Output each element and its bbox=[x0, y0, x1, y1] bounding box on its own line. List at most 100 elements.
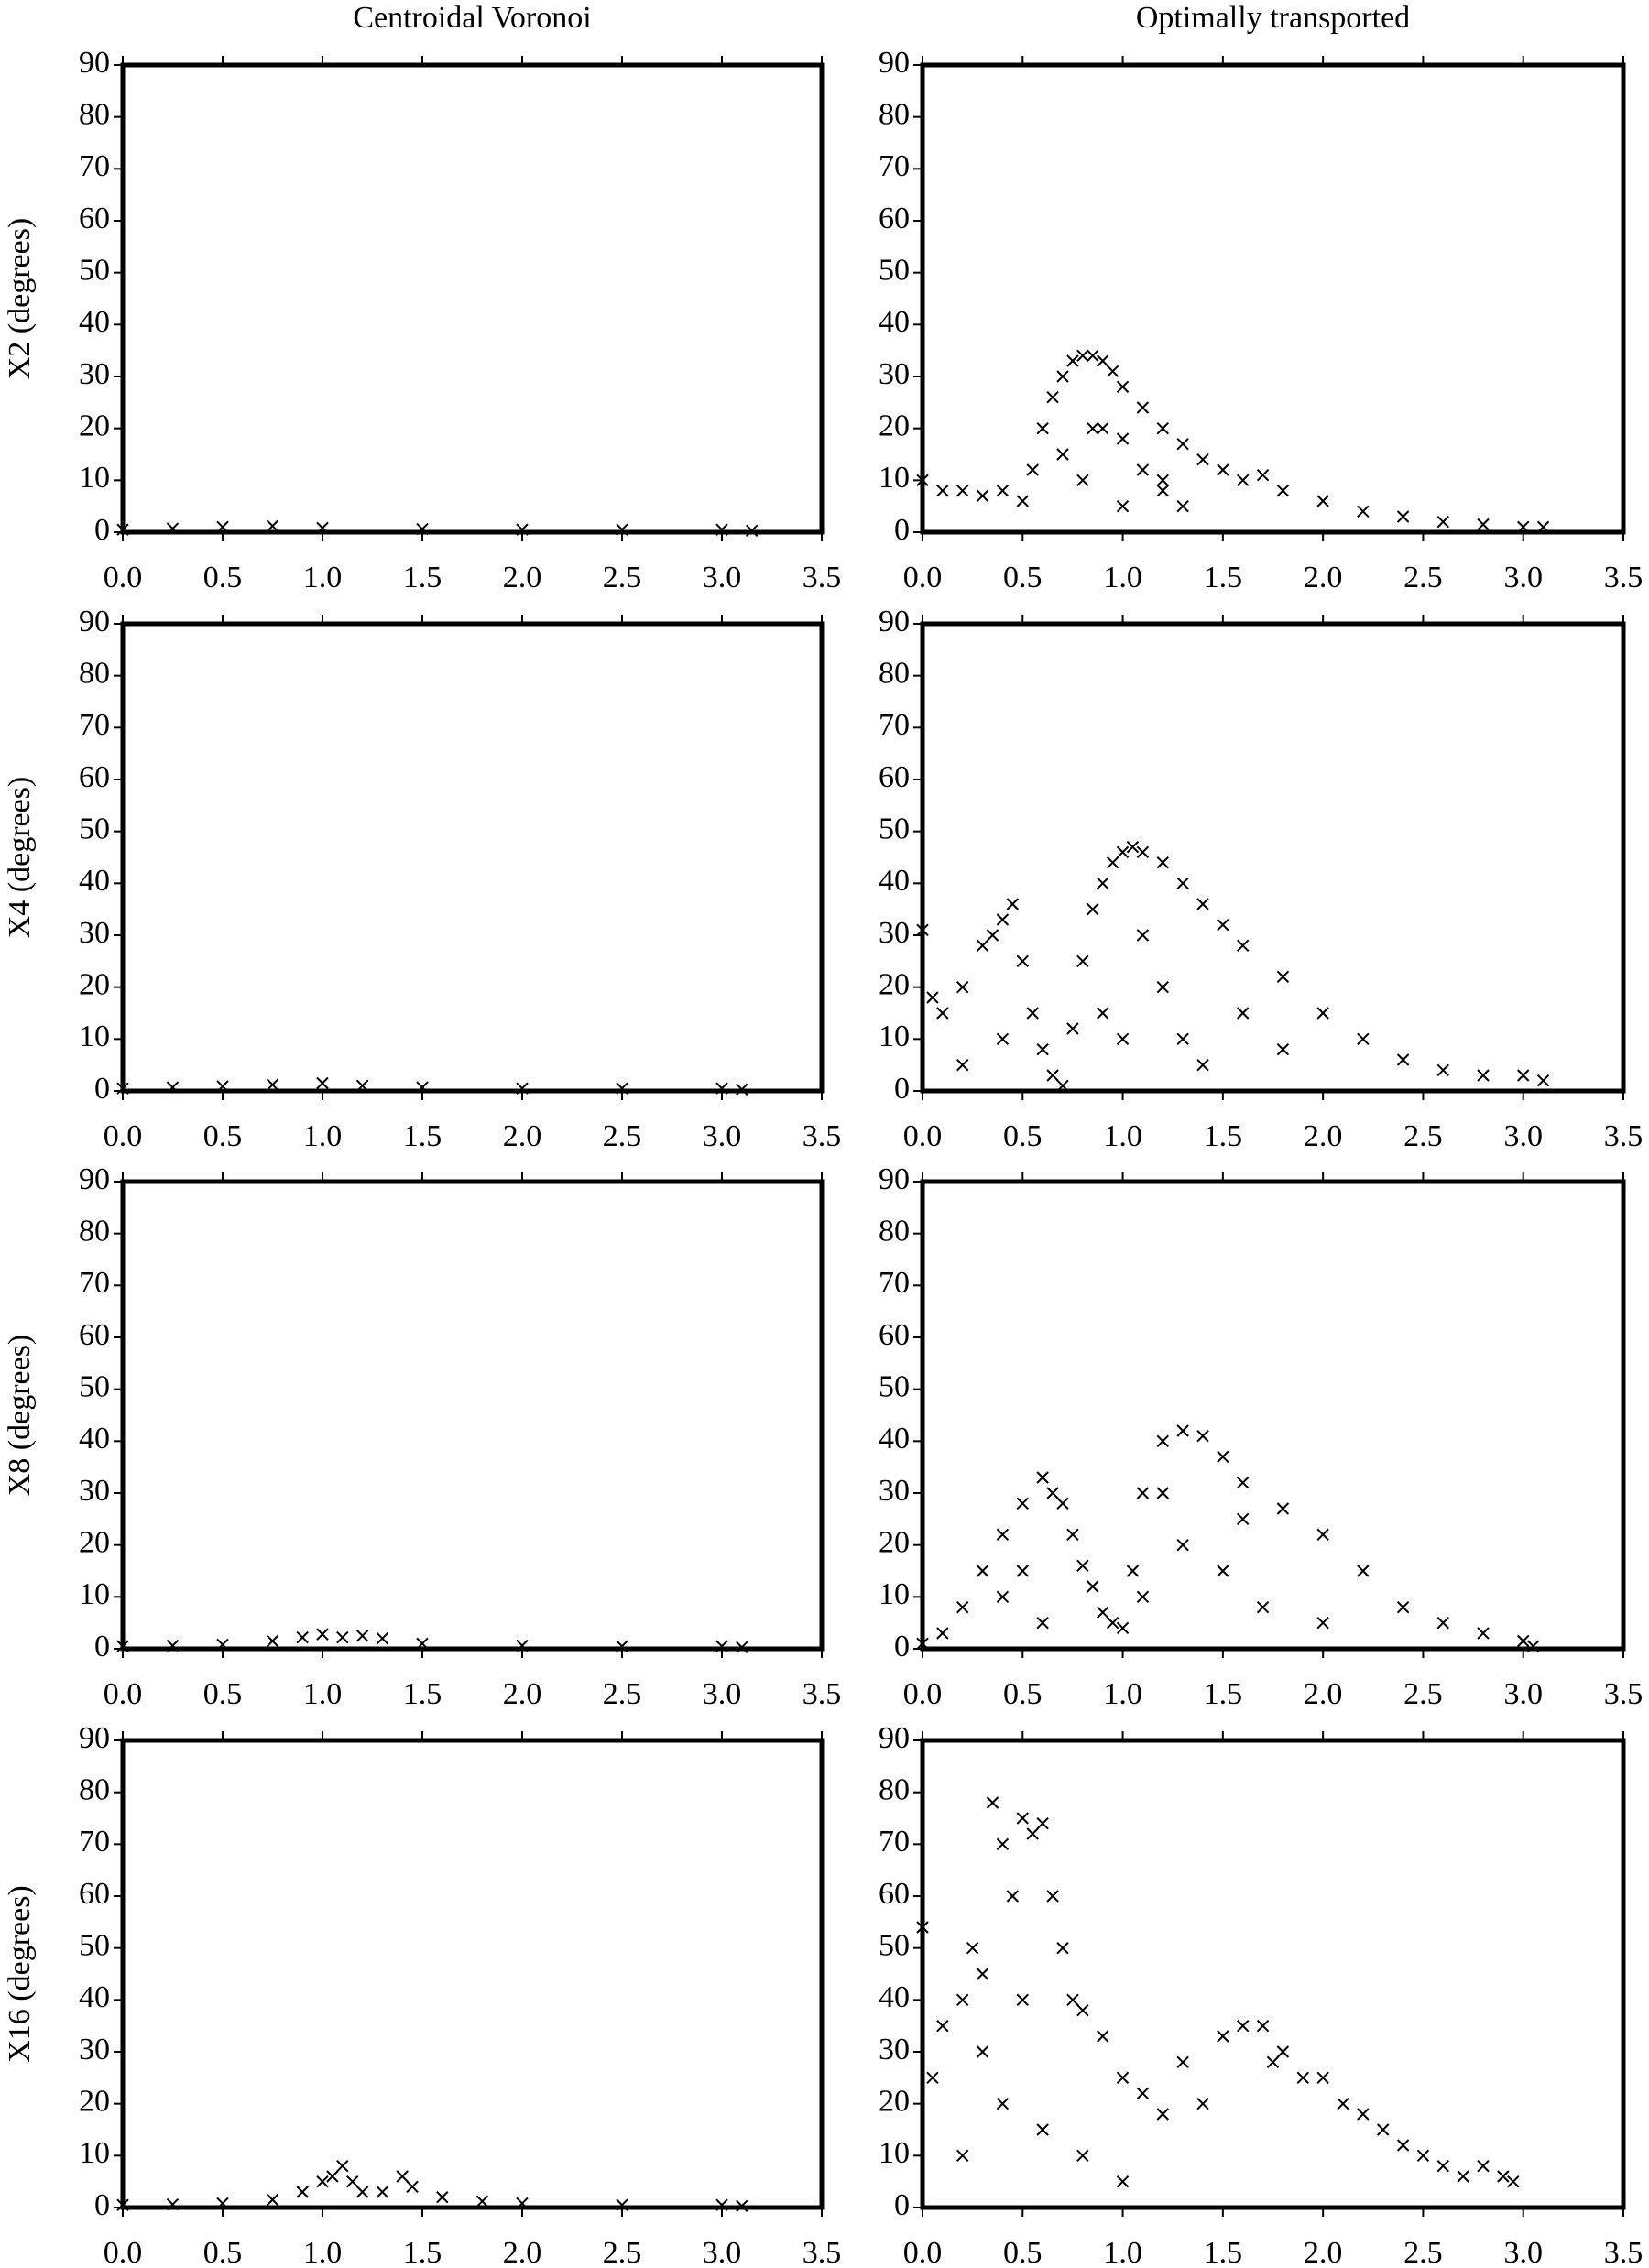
y-tick-label: 70 bbox=[79, 1825, 110, 1859]
point bbox=[956, 1600, 969, 1614]
y-tick-label: 60 bbox=[79, 202, 110, 235]
x-tick-label: 3.5 bbox=[803, 1119, 842, 1153]
point bbox=[1536, 1074, 1550, 1087]
point bbox=[266, 2193, 279, 2207]
point bbox=[1357, 2108, 1370, 2121]
point bbox=[1497, 2170, 1510, 2183]
y-tick-label: 90 bbox=[879, 1721, 910, 1755]
x-tick-label: 3.0 bbox=[703, 561, 742, 594]
point bbox=[1056, 1941, 1069, 1955]
plot-frame bbox=[120, 1179, 824, 1652]
y-axis-label: X2 (degrees) bbox=[3, 218, 37, 380]
point bbox=[1136, 1590, 1150, 1604]
point bbox=[1256, 2019, 1270, 2033]
y-axis-label: X4 (degrees) bbox=[3, 777, 37, 939]
point bbox=[1276, 1502, 1290, 1515]
point bbox=[1176, 2055, 1189, 2069]
y-tick-label: 10 bbox=[79, 2136, 110, 2170]
point bbox=[1126, 840, 1140, 854]
y-tick-label: 70 bbox=[879, 1825, 910, 1859]
point bbox=[986, 1796, 999, 1809]
plot-frame bbox=[120, 1738, 824, 2210]
point bbox=[1316, 495, 1329, 507]
point bbox=[1076, 2149, 1089, 2163]
point bbox=[1066, 1022, 1079, 1035]
point bbox=[1176, 1538, 1189, 1552]
y-tick-label: 40 bbox=[79, 1980, 110, 2014]
point bbox=[926, 2071, 939, 2085]
point bbox=[926, 991, 939, 1004]
point bbox=[436, 2190, 449, 2204]
point bbox=[1116, 1032, 1130, 1046]
y-tick-label: 60 bbox=[79, 1318, 110, 1352]
x-tick-label: 3.5 bbox=[1604, 561, 1644, 594]
y-tick-label: 30 bbox=[79, 357, 110, 391]
y-tick-label: 40 bbox=[879, 864, 910, 898]
point bbox=[1136, 2087, 1150, 2100]
point bbox=[1316, 1528, 1329, 1542]
x-tick-label: 3.5 bbox=[803, 2236, 842, 2268]
point bbox=[1087, 902, 1099, 916]
point bbox=[1436, 1616, 1449, 1630]
point bbox=[1156, 856, 1169, 869]
point bbox=[1316, 2071, 1329, 2085]
y-tick-label: 0 bbox=[94, 1072, 110, 1106]
point bbox=[976, 939, 989, 953]
point bbox=[1016, 1993, 1029, 2007]
x-tick-label: 2.0 bbox=[1304, 1677, 1343, 1711]
point bbox=[996, 913, 1010, 926]
point bbox=[1036, 1616, 1049, 1630]
y-tick-label: 90 bbox=[879, 1162, 910, 1196]
point bbox=[1056, 370, 1069, 383]
y-tick-label: 10 bbox=[879, 2136, 910, 2170]
y-tick-label: 60 bbox=[879, 1318, 910, 1352]
y-tick-label: 20 bbox=[879, 409, 910, 442]
point bbox=[1507, 2175, 1520, 2188]
point bbox=[1156, 980, 1169, 994]
y-tick-label: 80 bbox=[879, 1214, 910, 1248]
x-tick-label: 1.5 bbox=[403, 1677, 442, 1711]
point bbox=[1477, 518, 1490, 531]
point bbox=[1076, 2003, 1089, 2017]
y-tick-label: 30 bbox=[879, 916, 910, 950]
x-tick-label: 2.0 bbox=[1304, 1119, 1343, 1153]
x-tick-label: 2.0 bbox=[503, 561, 542, 594]
point bbox=[936, 484, 949, 497]
y-tick-label: 10 bbox=[79, 461, 110, 495]
point bbox=[1097, 421, 1109, 435]
plot-frame bbox=[920, 1738, 1626, 2210]
panel-title: Centroidal Voronoi bbox=[353, 1, 591, 35]
point bbox=[936, 1627, 949, 1640]
y-tick-label: 30 bbox=[79, 2033, 110, 2066]
point bbox=[1097, 1007, 1109, 1020]
y-tick-label: 50 bbox=[879, 1928, 910, 1962]
point bbox=[1136, 401, 1150, 414]
point bbox=[996, 484, 1010, 497]
y-tick-label: 50 bbox=[879, 1369, 910, 1403]
point bbox=[1517, 1634, 1530, 1648]
y-axis-label: X8 (degrees) bbox=[3, 1335, 37, 1497]
point bbox=[1266, 2055, 1280, 2069]
point bbox=[1026, 1827, 1039, 1840]
point bbox=[1087, 1580, 1099, 1593]
point bbox=[1196, 2097, 1209, 2110]
point bbox=[1106, 856, 1119, 869]
point bbox=[1217, 2030, 1229, 2043]
point bbox=[355, 2186, 369, 2198]
y-tick-label: 10 bbox=[879, 1020, 910, 1053]
y-tick-label: 30 bbox=[79, 1474, 110, 1508]
point bbox=[396, 2170, 409, 2183]
y-tick-label: 30 bbox=[879, 1474, 910, 1508]
point bbox=[956, 980, 969, 994]
point bbox=[1097, 2030, 1109, 2043]
y-tick-label: 80 bbox=[879, 1772, 910, 1806]
point bbox=[956, 484, 969, 497]
point bbox=[1237, 2019, 1250, 2033]
x-tick-label: 1.0 bbox=[303, 561, 343, 594]
y-tick-label: 70 bbox=[879, 1266, 910, 1300]
point bbox=[1087, 421, 1099, 435]
x-tick-label: 0.0 bbox=[104, 1119, 143, 1153]
x-tick-label: 2.0 bbox=[1304, 561, 1343, 594]
x-tick-label: 2.5 bbox=[603, 2236, 642, 2268]
